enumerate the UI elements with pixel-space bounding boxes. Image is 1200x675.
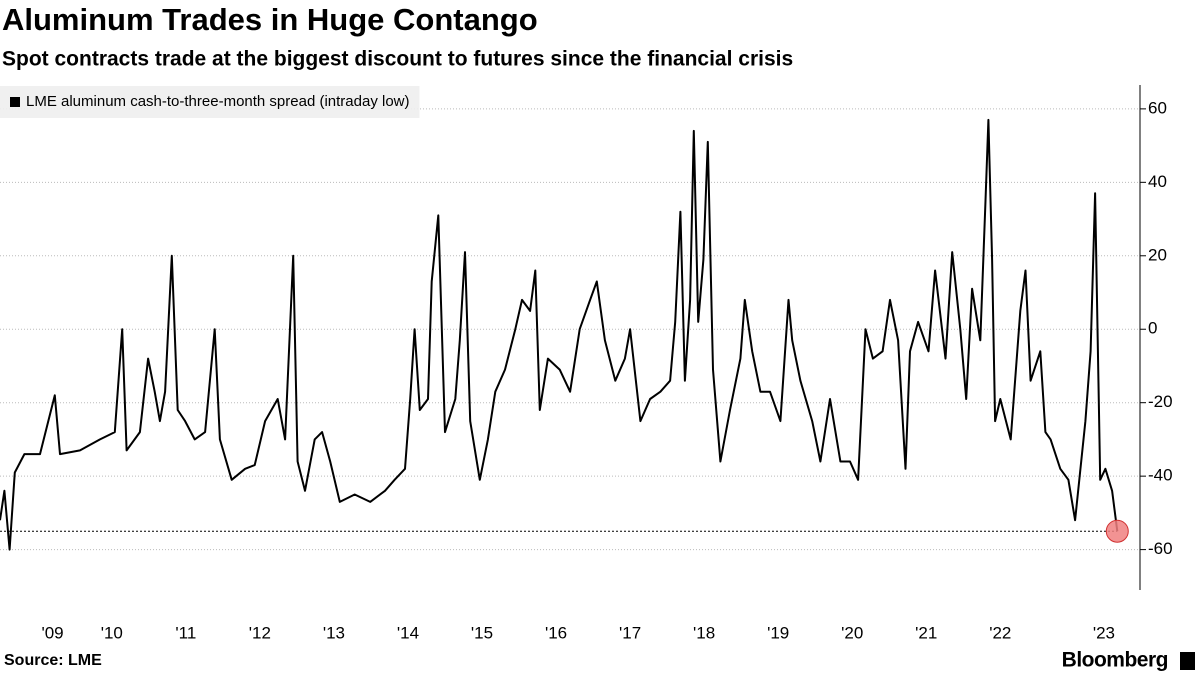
y-tick-label: 40: [1148, 172, 1167, 191]
x-tick-label: '18: [693, 623, 715, 642]
x-tick-label: '19: [767, 623, 789, 642]
x-tick-label: '14: [397, 623, 419, 642]
x-tick-label: '09: [41, 623, 63, 642]
x-tick-label: '22: [989, 623, 1011, 642]
source: Source: LME: [4, 652, 102, 669]
x-tick-label: '21: [915, 623, 937, 642]
y-tick-label: 20: [1148, 245, 1167, 264]
x-tick-label: '13: [323, 623, 345, 642]
x-tick-label: '11: [175, 623, 196, 642]
x-tick-label: '12: [249, 623, 271, 642]
y-tick-label: 0: [1148, 319, 1157, 338]
x-tick-label: '16: [545, 623, 567, 642]
y-tick-label: -60: [1148, 539, 1173, 558]
plot-area: -60 -40 -20 0 20 40 60 '09 '10 '11 '12 '13 '14 '15 '16…: [0, 85, 1173, 642]
brand: Bloomberg: [1062, 649, 1168, 672]
line: [0, 118, 1119, 551]
legend: LME aluminum cash-to-three-month spread …: [0, 86, 420, 118]
legend-label: LME aluminum cash-to-three-month spread …: [26, 93, 410, 110]
last-point: [1105, 519, 1129, 543]
x-tick-label: '15: [471, 623, 493, 642]
x-tick-label: '20: [841, 623, 863, 642]
x-tick-label: '23: [1093, 623, 1115, 642]
x-tick-label: '10: [101, 623, 123, 642]
legend-swatch: [10, 97, 20, 107]
legend-box: [0, 86, 420, 118]
chart-subtitle: Spot contracts trade at the biggest disc…: [2, 48, 793, 71]
chart-title: Aluminum Trades in Huge Contango: [2, 2, 538, 37]
y-tick-label: -20: [1148, 392, 1173, 411]
y-tick-label: -40: [1148, 466, 1173, 485]
x-tick-label: '17: [619, 623, 641, 642]
brand-icon: [1180, 652, 1195, 670]
y-tick-label: 60: [1148, 98, 1167, 117]
